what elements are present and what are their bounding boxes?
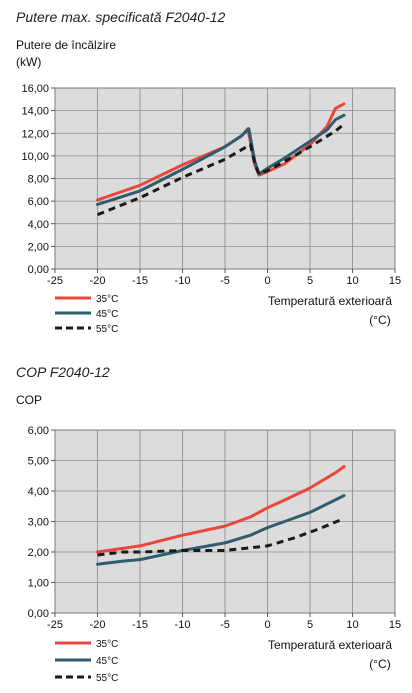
y-tick-label: 3,00 bbox=[28, 517, 49, 529]
y-tick-label: 5,00 bbox=[28, 456, 49, 468]
y-tick-label: 8,00 bbox=[28, 174, 49, 186]
x-axis-unit: (°C) bbox=[369, 657, 390, 671]
x-tick-label: 0 bbox=[264, 275, 270, 287]
y-tick-label: 1,00 bbox=[28, 578, 49, 590]
y-tick-label: 6,00 bbox=[28, 425, 49, 437]
series-line-45c bbox=[96, 494, 346, 566]
y-tick-label: 6,00 bbox=[28, 196, 49, 208]
x-tick-label: -15 bbox=[132, 275, 148, 287]
x-axis-unit: (°C) bbox=[369, 313, 390, 327]
x-tick-label: 5 bbox=[307, 275, 313, 287]
x-tick-label: -25 bbox=[47, 619, 63, 631]
legend-label: 45°C bbox=[96, 309, 118, 320]
series-line-55c bbox=[96, 123, 345, 217]
legend-label: 35°C bbox=[96, 639, 118, 650]
x-tick-label: -10 bbox=[175, 275, 191, 287]
y-tick-label: 12,00 bbox=[21, 128, 49, 140]
y-tick-label: 0,00 bbox=[28, 264, 49, 276]
legend-label: 55°C bbox=[96, 324, 118, 335]
y-tick-label: 2,00 bbox=[28, 547, 49, 559]
y-tick-label: 2,00 bbox=[28, 241, 49, 253]
x-tick-label: 0 bbox=[264, 619, 270, 631]
chart-1: Putere max. specificată F2040-12 Putere d… bbox=[16, 9, 401, 335]
x-tick-label: -5 bbox=[220, 619, 230, 631]
chart-title: Putere max. specificată F2040-12 bbox=[16, 9, 226, 25]
x-tick-label: -20 bbox=[90, 275, 106, 287]
y-tick-label: 10,00 bbox=[21, 151, 49, 163]
x-axis-label: Temperatură exterioară bbox=[268, 638, 392, 652]
legend-label: 35°C bbox=[96, 294, 118, 305]
y-axis-unit: (kW) bbox=[16, 55, 41, 69]
x-tick-label: 5 bbox=[307, 619, 313, 631]
x-tick-label: 10 bbox=[346, 275, 358, 287]
y-axis-label: COP bbox=[16, 393, 42, 407]
y-tick-label: 4,00 bbox=[28, 219, 49, 231]
x-tick-label: -10 bbox=[175, 619, 191, 631]
chart-title: COP F2040-12 bbox=[16, 364, 110, 380]
legend-label: 55°C bbox=[96, 673, 118, 684]
x-tick-label: -20 bbox=[90, 619, 106, 631]
y-tick-label: 0,00 bbox=[28, 608, 49, 620]
series-line-35c bbox=[96, 465, 346, 554]
x-tick-label: -25 bbox=[47, 275, 63, 287]
x-tick-label: 10 bbox=[346, 619, 358, 631]
y-tick-label: 14,00 bbox=[21, 106, 49, 118]
x-tick-label: -5 bbox=[220, 275, 230, 287]
chart-2: COP F2040-12 COP -25 -20 -15 -10 -5 0 5 10 15 0,00 1… bbox=[16, 364, 401, 684]
x-tick-label: 15 bbox=[389, 619, 401, 631]
x-tick-label: -15 bbox=[132, 619, 148, 631]
legend-label: 45°C bbox=[96, 656, 118, 667]
y-axis-label: Putere de încălzire bbox=[16, 38, 116, 52]
y-tick-label: 4,00 bbox=[28, 486, 49, 498]
x-axis-label: Temperatură exterioară bbox=[268, 294, 392, 308]
x-tick-label: 15 bbox=[389, 275, 401, 287]
y-tick-label: 16,00 bbox=[21, 83, 49, 95]
